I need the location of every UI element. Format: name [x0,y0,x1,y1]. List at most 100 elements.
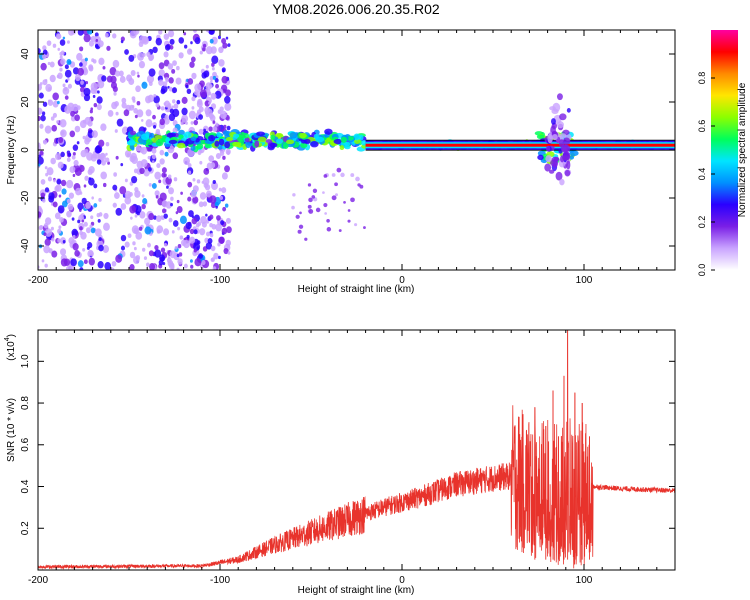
noise-blob [106,45,111,51]
noise-blob [38,84,42,91]
noise-blob [177,226,181,231]
signal-blob [232,141,242,147]
noise-blob [49,61,55,68]
noise-blob [224,102,232,112]
noise-blob [199,160,203,165]
noise-blob [204,106,211,114]
signal-blob [304,138,311,145]
noise-blob [101,159,106,166]
noise-blob [176,206,183,213]
noise-blob [139,167,145,175]
noise-blob [175,211,179,215]
noise-blob [81,219,85,223]
deviation-blob [559,133,567,138]
noise-blob [43,222,49,229]
noise-blob [172,152,179,160]
noise-blob [185,121,188,125]
noise-blob [79,226,83,231]
noise-blob [112,202,117,208]
signal-band-core [365,143,675,147]
noise-blob [77,202,84,211]
noise-blob [121,97,127,104]
signal-blob [129,130,137,136]
noise-blob [205,64,209,69]
noise-blob [192,185,199,193]
deviation-blob [551,118,556,125]
noise-blob [179,215,187,225]
noise-blob [226,244,230,248]
noise-blob [172,60,177,66]
noise-blob [145,119,153,128]
scatter-blob [308,208,314,214]
deviation-blob [566,160,571,170]
noise-blob [168,77,174,84]
noise-blob [219,106,224,112]
signal-blob [155,139,164,147]
noise-blob [216,215,221,221]
signal-blob [536,134,545,140]
noise-blob [91,130,98,138]
noise-blob [54,185,60,192]
colorbar-tick-label: 0.2 [697,216,707,229]
noise-blob [38,115,41,121]
noise-blob [196,100,203,108]
noise-blob [187,181,193,188]
noise-blob [46,167,54,176]
noise-blob [143,168,150,177]
noise-blob [158,30,163,35]
noise-blob [189,236,196,244]
noise-blob [141,81,148,89]
signal-blob [333,138,343,145]
noise-blob [170,196,174,201]
noise-blob [142,52,146,57]
signal-blob [245,141,251,149]
noise-blob [217,35,221,40]
noise-blob [221,37,227,44]
noise-blob [213,252,219,260]
noise-blob [191,96,196,102]
signal-blob [208,134,216,142]
signal-blob [141,133,150,141]
noise-blob [126,74,133,82]
noise-blob [62,240,66,244]
colorbar: 0.0 0.2 0.4 0.6 0.8 Normalized spectral ampl… [697,30,748,276]
signal-blob [225,136,234,142]
noise-blob [52,92,59,101]
noise-blob [71,103,79,112]
noise-blob [145,109,152,117]
noise-blob [88,40,95,47]
spectrogram-x-tick-label: -200 [28,275,48,286]
noise-blob [219,110,227,120]
spectrogram-x-tick-label: 0 [399,275,405,286]
scatter-blob [336,167,342,173]
deviation-blob [553,156,560,162]
noise-blob [60,58,66,65]
noise-blob [57,33,62,39]
noise-blob [114,192,120,200]
deviation-blob [559,113,567,121]
scatter-blob [326,218,330,223]
noise-blob [212,179,216,185]
signal-blob [204,143,211,149]
noise-blob [80,80,84,85]
snr-x-tick-label: 0 [399,575,405,586]
noise-blob [119,75,126,83]
scatter-blob [311,195,316,199]
noise-blob [82,247,86,252]
noise-blob [190,41,193,45]
noise-blob [191,72,197,80]
noise-blob [92,59,97,64]
noise-blob [87,242,93,249]
noise-blob [146,51,151,57]
noise-blob [118,70,124,77]
noise-blob [44,125,52,134]
signal-blob [178,129,185,136]
noise-blob [168,187,175,195]
noise-blob [180,191,183,195]
spectrogram-y-label: Frequency (Hz) [6,116,17,185]
noise-blob [164,151,169,157]
noise-blob [215,205,218,209]
noise-blob [42,101,48,107]
noise-blob [97,261,104,269]
signal-blob [344,141,351,147]
